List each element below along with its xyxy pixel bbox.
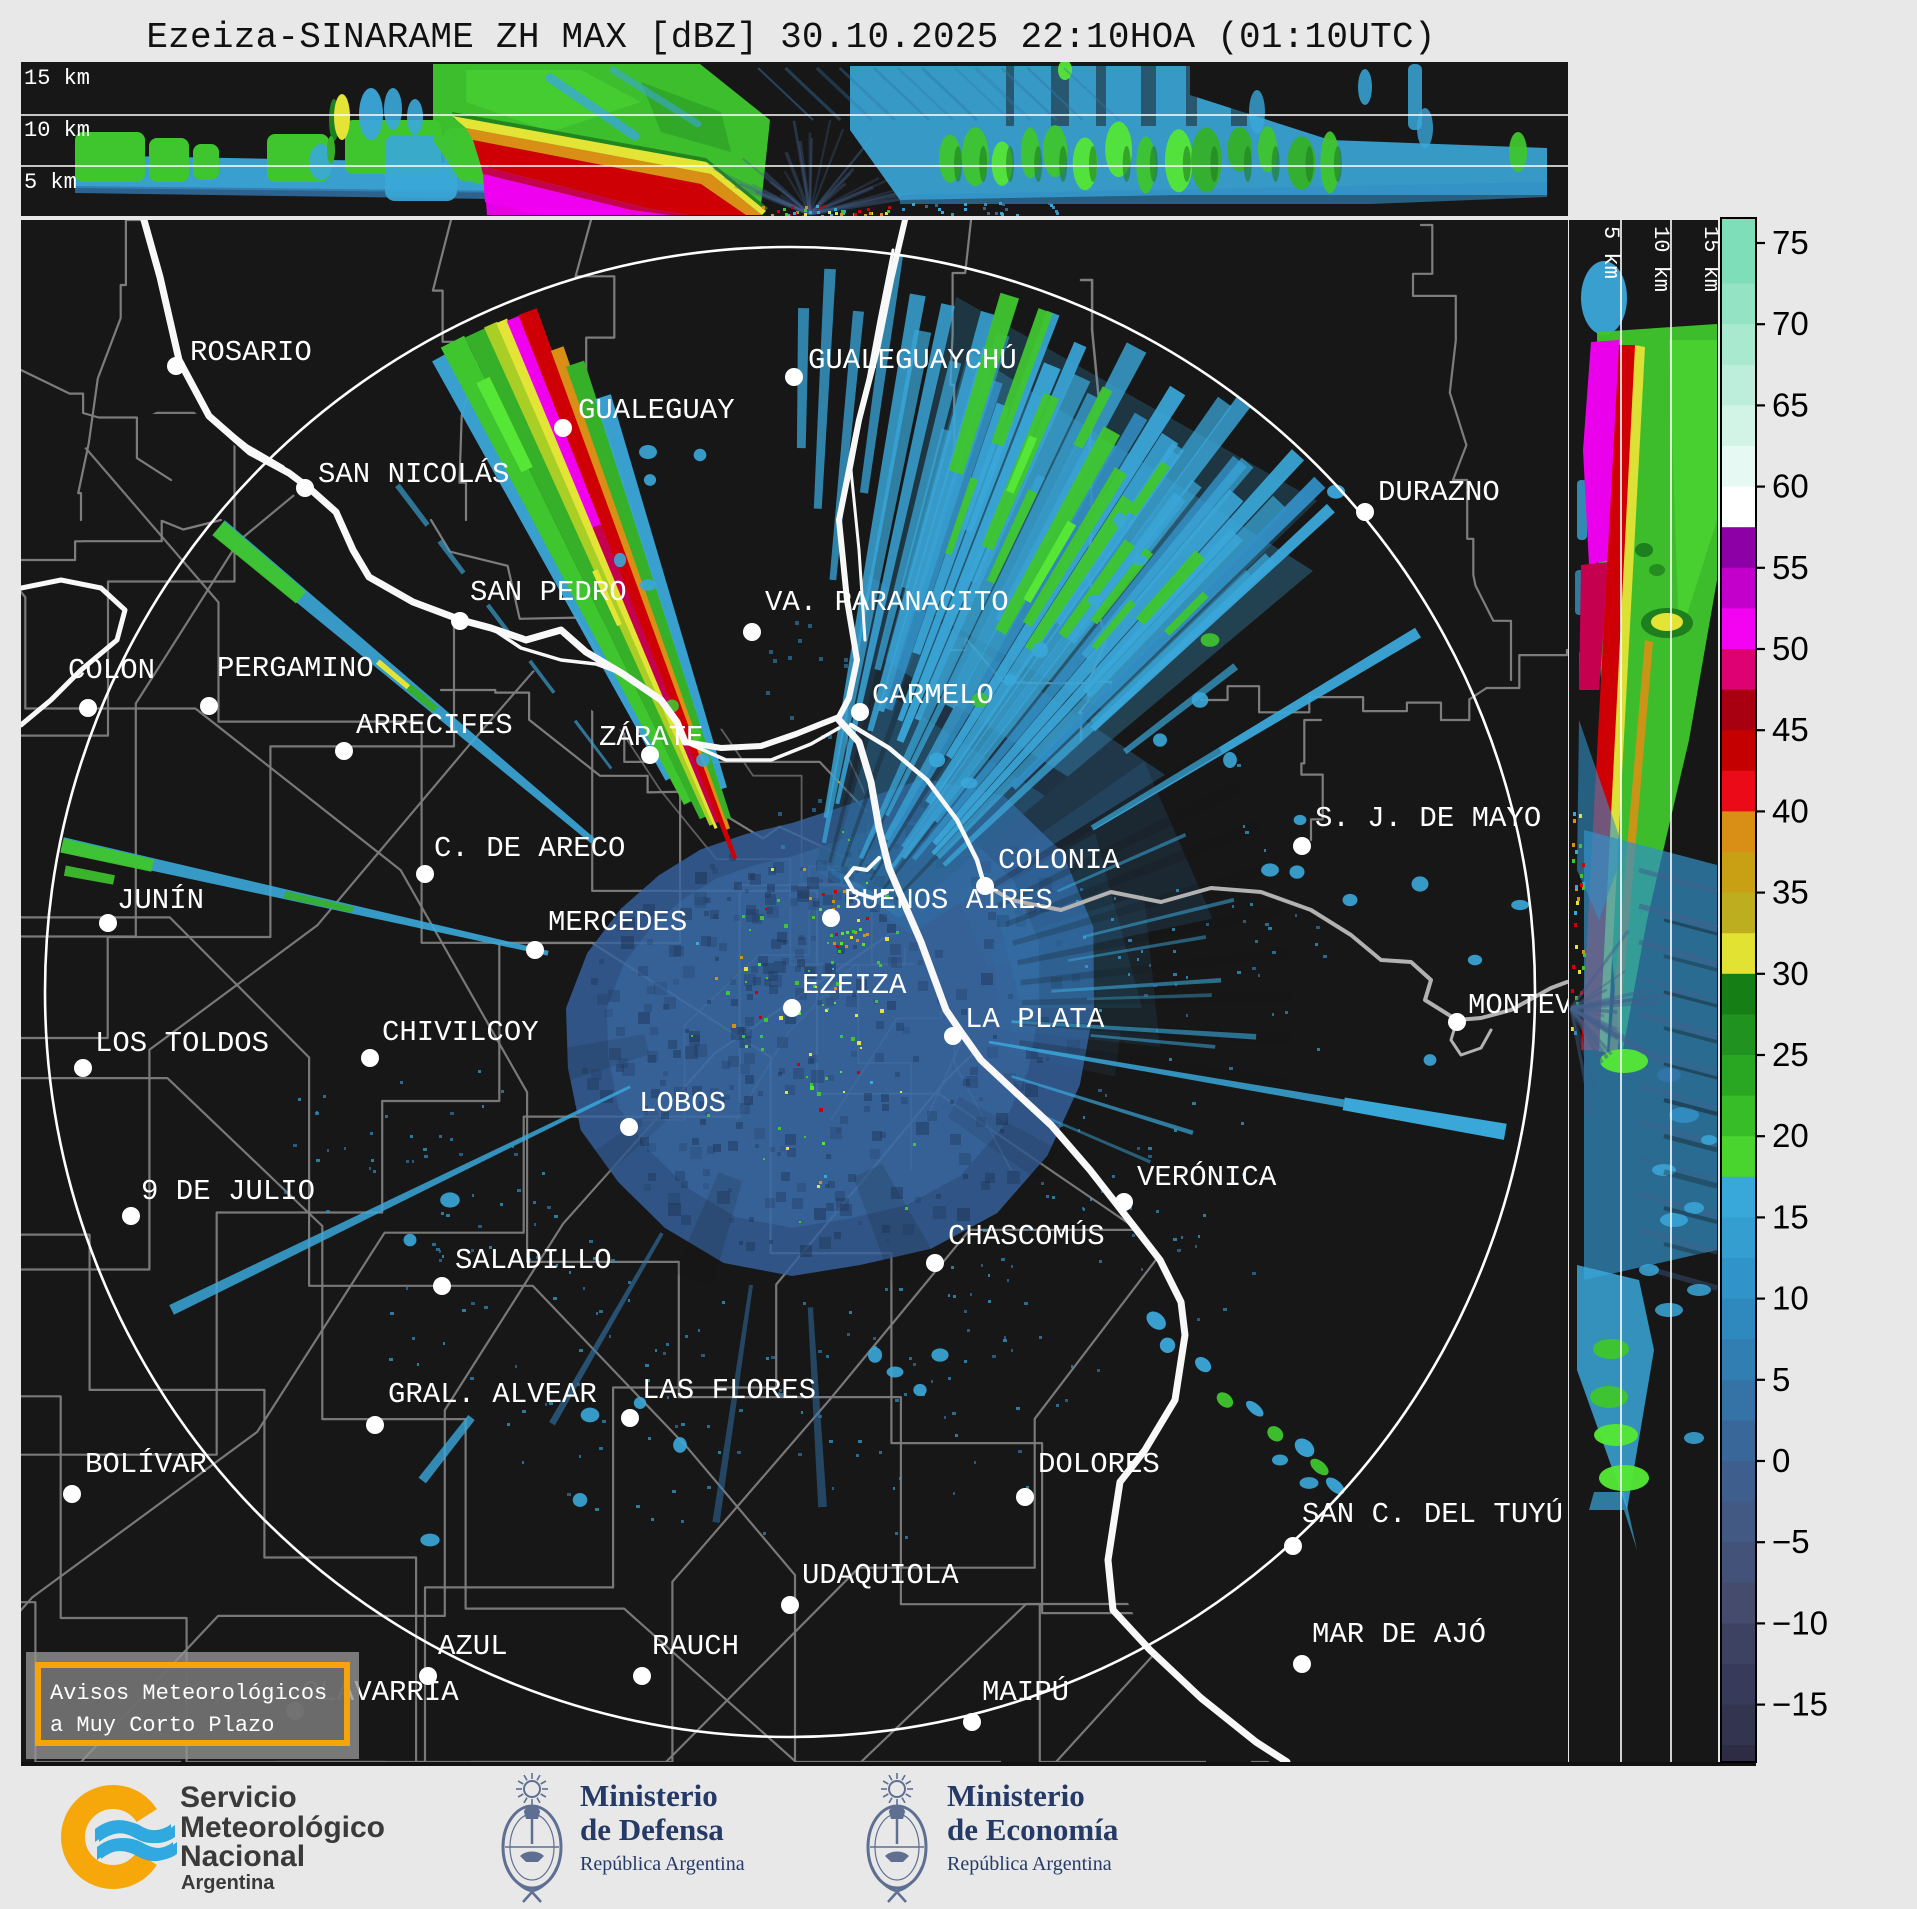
svg-text:MONTEV: MONTEV xyxy=(1468,989,1573,1022)
svg-text:15 km: 15 km xyxy=(1698,226,1723,292)
svg-text:BUENOS AIRES: BUENOS AIRES xyxy=(844,884,1053,917)
svg-text:9 DE JULIO: 9 DE JULIO xyxy=(141,1175,315,1208)
svg-text:LOBOS: LOBOS xyxy=(639,1087,726,1120)
svg-text:BOLÍVAR: BOLÍVAR xyxy=(85,1447,207,1481)
svg-text:Meteorológico: Meteorológico xyxy=(180,1811,385,1844)
svg-text:5 km: 5 km xyxy=(24,170,77,195)
svg-text:LOS TOLDOS: LOS TOLDOS xyxy=(95,1027,269,1060)
svg-text:AZUL: AZUL xyxy=(438,1630,508,1663)
svg-text:5: 5 xyxy=(1772,1361,1790,1398)
svg-text:15 km: 15 km xyxy=(24,66,90,91)
svg-text:20: 20 xyxy=(1772,1117,1809,1154)
svg-text:GUALEGUAYCHÚ: GUALEGUAYCHÚ xyxy=(808,343,1017,377)
svg-text:−15: −15 xyxy=(1772,1686,1828,1723)
svg-text:COLONIA: COLONIA xyxy=(998,844,1120,877)
svg-text:República Argentina: República Argentina xyxy=(947,1853,1112,1875)
svg-text:EZEIZA: EZEIZA xyxy=(802,969,907,1002)
svg-text:Avisos Meteorológicos: Avisos Meteorológicos xyxy=(50,1681,327,1706)
svg-text:GRAL. ALVEAR: GRAL. ALVEAR xyxy=(388,1378,597,1411)
svg-text:VA. PARANACITO: VA. PARANACITO xyxy=(765,586,1009,619)
svg-text:25: 25 xyxy=(1772,1036,1809,1073)
svg-text:30: 30 xyxy=(1772,955,1809,992)
svg-text:35: 35 xyxy=(1772,874,1809,911)
svg-text:15: 15 xyxy=(1772,1198,1809,1235)
svg-text:Servicio: Servicio xyxy=(180,1781,297,1814)
svg-text:JUNÍN: JUNÍN xyxy=(117,883,204,917)
svg-text:S. J. DE MAYO: S. J. DE MAYO xyxy=(1315,802,1541,835)
svg-text:50: 50 xyxy=(1772,630,1809,667)
svg-text:DURAZNO: DURAZNO xyxy=(1378,476,1500,509)
svg-text:C. DE ARECO: C. DE ARECO xyxy=(434,832,625,865)
svg-text:SAN NICOLÁS: SAN NICOLÁS xyxy=(318,457,509,491)
svg-text:10 km: 10 km xyxy=(1648,226,1673,292)
svg-text:RAUCH: RAUCH xyxy=(652,1630,739,1663)
svg-text:UDAQUIOLA: UDAQUIOLA xyxy=(802,1559,959,1592)
svg-text:MERCEDES: MERCEDES xyxy=(548,906,687,939)
svg-text:Ezeiza-SINARAME ZH MAX [dBZ] 3: Ezeiza-SINARAME ZH MAX [dBZ] 30.10.2025 … xyxy=(146,17,1435,58)
svg-text:10: 10 xyxy=(1772,1280,1809,1317)
svg-text:República Argentina: República Argentina xyxy=(580,1853,745,1875)
svg-text:75: 75 xyxy=(1772,224,1809,261)
svg-text:MAIPÚ: MAIPÚ xyxy=(982,1675,1069,1709)
svg-text:70: 70 xyxy=(1772,305,1809,342)
svg-text:10 km: 10 km xyxy=(24,118,90,143)
svg-text:SALADILLO: SALADILLO xyxy=(455,1244,612,1277)
svg-text:Argentina: Argentina xyxy=(181,1872,275,1894)
svg-text:de Defensa: de Defensa xyxy=(580,1812,724,1847)
svg-text:65: 65 xyxy=(1772,386,1809,423)
svg-text:55: 55 xyxy=(1772,549,1809,586)
svg-text:VERÓNICA: VERÓNICA xyxy=(1137,1160,1277,1194)
svg-text:LA PLATA: LA PLATA xyxy=(965,1003,1105,1036)
svg-text:60: 60 xyxy=(1772,468,1809,505)
svg-text:ZÁRATE: ZÁRATE xyxy=(599,720,703,754)
svg-text:ARRECIFES: ARRECIFES xyxy=(356,709,513,742)
svg-text:CARMELO: CARMELO xyxy=(872,679,994,712)
svg-text:CHIVILCOY: CHIVILCOY xyxy=(382,1016,539,1049)
svg-text:SAN PEDRO: SAN PEDRO xyxy=(470,576,627,609)
svg-text:de Economía: de Economía xyxy=(947,1812,1119,1847)
svg-text:5 km: 5 km xyxy=(1598,226,1623,279)
svg-text:−10: −10 xyxy=(1772,1604,1828,1641)
svg-text:Ministerio: Ministerio xyxy=(947,1778,1085,1813)
svg-text:COLON: COLON xyxy=(68,654,155,687)
svg-text:40: 40 xyxy=(1772,792,1809,829)
svg-text:a Muy Corto Plazo: a Muy Corto Plazo xyxy=(50,1713,274,1738)
svg-text:CHASCOMÚS: CHASCOMÚS xyxy=(948,1219,1105,1253)
svg-text:LAS FLORES: LAS FLORES xyxy=(642,1374,816,1407)
svg-text:MAR DE AJÓ: MAR DE AJÓ xyxy=(1312,1617,1486,1651)
svg-text:−5: −5 xyxy=(1772,1523,1810,1560)
svg-text:45: 45 xyxy=(1772,711,1809,748)
svg-text:Ministerio: Ministerio xyxy=(580,1778,718,1813)
svg-text:SAN C. DEL TUYÚ: SAN C. DEL TUYÚ xyxy=(1302,1497,1563,1531)
svg-text:GUALEGUAY: GUALEGUAY xyxy=(578,394,735,427)
svg-text:DOLORES: DOLORES xyxy=(1038,1448,1160,1481)
svg-text:PERGAMINO: PERGAMINO xyxy=(217,652,374,685)
svg-text:ROSARIO: ROSARIO xyxy=(190,336,312,369)
svg-text:Nacional: Nacional xyxy=(180,1840,305,1873)
svg-text:0: 0 xyxy=(1772,1442,1790,1479)
